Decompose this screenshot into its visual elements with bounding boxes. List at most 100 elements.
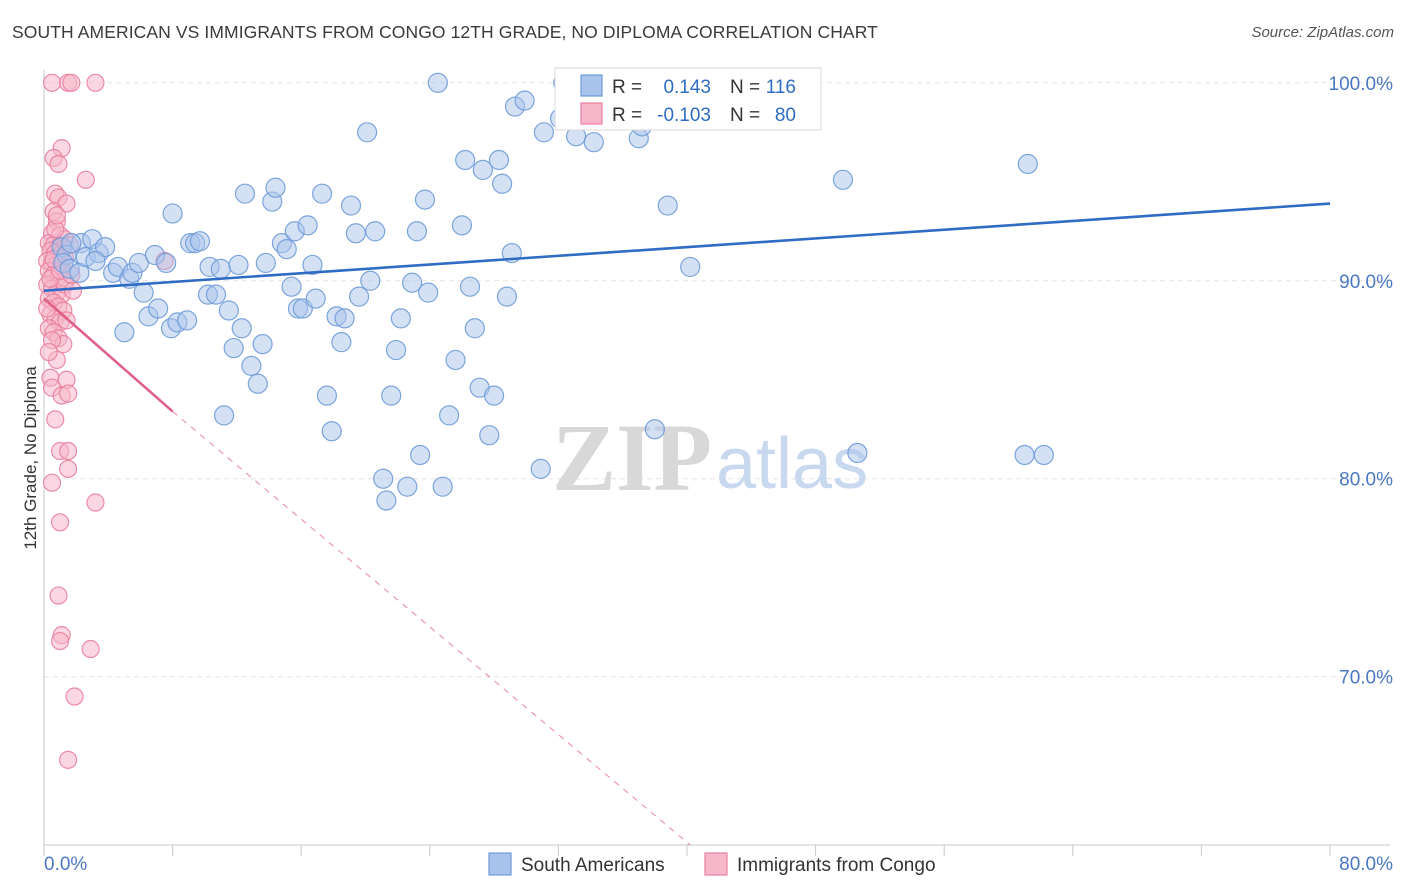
legend-r-value-2: -0.103 — [657, 105, 711, 126]
south-american-point — [265, 177, 286, 198]
stats-legend: R = 0.143 N = 116 R = -0.103 N = 80 — [554, 67, 822, 131]
south-american-point — [340, 195, 362, 216]
south-american-point — [302, 254, 323, 276]
south-american-point — [680, 256, 701, 278]
y-tick-label-1: 80.0% — [1339, 470, 1393, 491]
watermark-atlas: atlas — [716, 424, 868, 504]
x-tick-label-1: 80.0% — [1339, 854, 1393, 875]
congo-point — [86, 493, 105, 512]
south-american-point — [410, 444, 431, 466]
congo-point — [59, 750, 78, 769]
south-american-point — [281, 276, 302, 297]
south-american-point — [376, 490, 397, 511]
south-american-point — [61, 233, 82, 254]
south-american-point — [492, 173, 513, 194]
south-american-point — [644, 419, 665, 440]
south-american-point — [357, 122, 378, 143]
south-american-point — [530, 458, 551, 479]
south-american-point — [218, 300, 239, 321]
south-american-point — [189, 231, 211, 252]
trend-line-congo-extension — [172, 411, 691, 846]
series-legend: South Americans Immigrants from Congo — [488, 852, 936, 876]
series-south-americans-points — [51, 72, 1054, 511]
congo-point — [59, 459, 78, 478]
trend-lines — [43, 202, 1331, 846]
source-label: Source: ZipAtlas.com — [1251, 24, 1394, 41]
south-american-point — [223, 337, 244, 359]
x-tick-labels: 0.0% 80.0% — [44, 854, 1393, 875]
south-american-point — [348, 286, 370, 307]
south-american-point — [85, 250, 106, 272]
south-american-point — [438, 405, 460, 426]
south-american-point — [228, 254, 249, 276]
south-american-point — [484, 385, 505, 406]
congo-point — [39, 342, 58, 362]
south-american-point — [464, 318, 485, 339]
south-american-point — [311, 183, 333, 204]
south-american-point — [472, 159, 493, 181]
south-american-point — [114, 322, 135, 343]
chart-title: SOUTH AMERICAN VS IMMIGRANTS FROM CONGO … — [12, 22, 878, 42]
congo-point — [86, 73, 105, 92]
congo-point — [50, 631, 70, 651]
legend-item-congo: Immigrants from Congo — [737, 855, 936, 876]
south-american-point — [297, 215, 318, 236]
south-american-point — [459, 276, 481, 297]
south-american-point — [305, 288, 326, 309]
axes — [43, 70, 1390, 856]
y-axis-label: 12th Grade, No Diploma — [21, 366, 40, 550]
south-american-point — [247, 373, 268, 394]
south-american-point — [345, 223, 366, 244]
congo-point — [65, 687, 84, 706]
south-american-point — [381, 385, 402, 406]
congo-point — [81, 639, 100, 659]
south-american-point — [402, 272, 423, 293]
legend-item-south-americans: South Americans — [521, 855, 665, 876]
south-american-point — [414, 189, 436, 210]
south-american-point — [455, 149, 476, 171]
grid-lines — [44, 82, 1390, 678]
south-american-point — [847, 442, 868, 464]
south-american-point — [241, 355, 262, 377]
watermark: ZIP atlas — [552, 404, 868, 511]
x-tick-label-0: 0.0% — [44, 854, 87, 875]
congo-point — [49, 586, 68, 605]
y-tick-label-3: 100.0% — [1329, 74, 1394, 95]
congo-point — [50, 513, 70, 532]
congo-point — [42, 73, 62, 92]
south-american-point — [583, 132, 604, 153]
south-american-point — [657, 195, 678, 216]
south-american-point — [316, 385, 338, 406]
congo-point — [42, 473, 62, 492]
congo-point — [63, 281, 83, 300]
legend-swatch-blue — [580, 74, 603, 97]
south-american-point — [334, 308, 355, 329]
south-american-point — [427, 72, 448, 93]
south-american-point — [231, 318, 252, 339]
south-american-point — [451, 215, 473, 236]
congo-point — [59, 441, 78, 461]
south-american-point — [156, 252, 177, 274]
y-tick-label-2: 90.0% — [1339, 272, 1393, 293]
south-american-point — [1014, 444, 1035, 466]
legend-n-label-2: N = — [730, 105, 760, 126]
south-american-point — [234, 183, 256, 204]
congo-point — [62, 73, 81, 92]
south-american-point — [276, 238, 297, 260]
south-american-point — [418, 282, 439, 303]
legend-item-congo-swatch — [704, 852, 728, 876]
south-american-point — [331, 332, 352, 353]
legend-n-label-1: N = — [730, 77, 760, 98]
south-american-point — [255, 252, 276, 274]
south-american-point — [514, 90, 535, 111]
watermark-zip: ZIP — [552, 404, 712, 511]
legend-item-south-americans-swatch — [488, 852, 512, 876]
south-american-point — [445, 349, 466, 371]
congo-point — [46, 410, 65, 429]
south-american-point — [205, 284, 227, 305]
south-american-point — [321, 421, 342, 442]
legend-n-value-1: 116 — [766, 77, 796, 98]
south-american-point — [210, 258, 231, 279]
south-american-point — [479, 425, 500, 446]
legend-swatch-pink — [580, 102, 603, 125]
